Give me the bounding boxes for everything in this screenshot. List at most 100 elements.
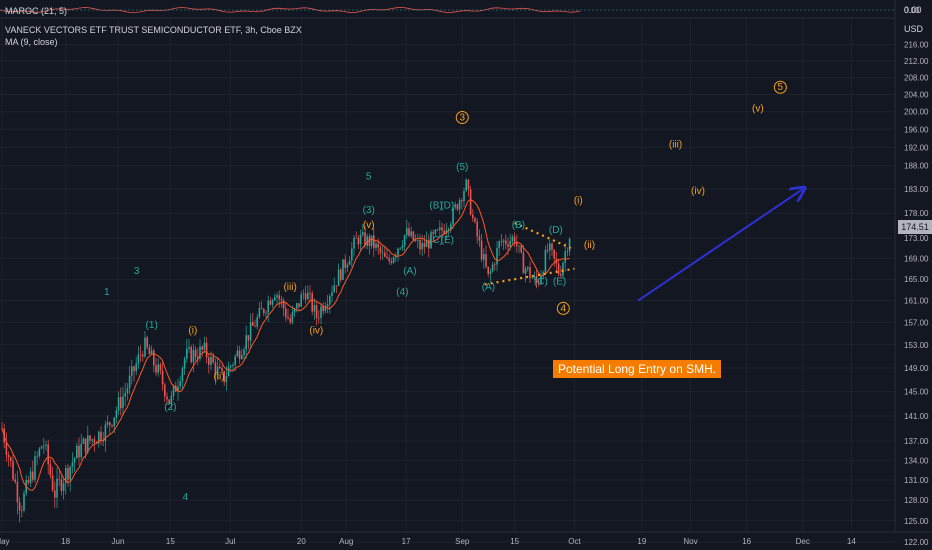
candle-body xyxy=(65,468,67,484)
x-tick-label: 18 xyxy=(61,537,70,546)
y-tick-label: 141.00 xyxy=(904,412,929,421)
candle-body xyxy=(524,268,527,274)
candle-body xyxy=(190,347,192,363)
candle-body xyxy=(421,243,423,250)
candle-body xyxy=(249,321,252,341)
wave-label: (A) xyxy=(403,266,416,277)
candle-body xyxy=(278,295,280,300)
callout-note[interactable]: Potential Long Entry on SMH. xyxy=(553,360,722,378)
x-tick-label: Jul xyxy=(225,537,235,546)
candle-body xyxy=(375,243,377,248)
candle-body xyxy=(219,366,221,369)
candle-body xyxy=(489,271,492,274)
candle-body xyxy=(234,356,236,365)
indicator-legend[interactable]: MAROC (21, 5) xyxy=(5,6,67,16)
candle-body xyxy=(535,276,538,284)
candle-body xyxy=(291,312,294,323)
x-tick-label: Oct xyxy=(568,537,581,546)
candle-body xyxy=(412,231,415,241)
candle-body xyxy=(300,294,302,307)
maroc-indicator xyxy=(0,6,895,14)
candle-body xyxy=(357,237,360,245)
candle-body xyxy=(436,229,439,231)
candle-body xyxy=(16,481,19,503)
candle-body xyxy=(403,235,406,246)
wave-labels: 1 (1) (2) (i) (ii) (iii) (iv) (v) (3) 3 5 4 (4) (A) (B… xyxy=(104,80,787,503)
candle-body xyxy=(84,438,87,453)
candle-body xyxy=(131,366,133,376)
candle-body xyxy=(133,366,135,372)
candle-body xyxy=(344,259,346,268)
candle-body xyxy=(355,237,357,239)
candle-body xyxy=(518,245,520,247)
y-tick-label: 192.00 xyxy=(904,143,929,152)
candle-body xyxy=(463,190,465,202)
candle-body xyxy=(513,236,516,244)
candle-body xyxy=(93,439,96,443)
candle-body xyxy=(557,263,560,275)
ma-legend[interactable]: MA (9, close) xyxy=(5,37,58,47)
candle-body xyxy=(91,439,93,441)
wave-label: (3) xyxy=(363,205,375,216)
candle-body xyxy=(491,264,494,272)
candle-body xyxy=(98,431,100,444)
candle-body xyxy=(456,204,459,210)
indicator-scale-value: 0.00 xyxy=(904,5,922,15)
candle-body xyxy=(322,306,324,312)
candle-body xyxy=(194,349,197,358)
wave-label: 4 xyxy=(183,492,189,503)
wave-label: (D) xyxy=(440,200,454,211)
candle-body xyxy=(366,236,368,246)
wave-label: (C) xyxy=(429,235,443,246)
candle-body xyxy=(483,254,485,260)
last-price-tag: 174.51 xyxy=(898,220,932,234)
candle-body xyxy=(507,244,509,247)
candle-body xyxy=(210,356,212,365)
candle-body xyxy=(76,445,78,459)
candle-body xyxy=(23,493,25,511)
candle-body xyxy=(568,238,571,252)
candle-body xyxy=(333,285,335,293)
x-tick-label: 20 xyxy=(297,537,306,546)
candle-body xyxy=(271,300,274,305)
candle-body xyxy=(111,425,113,427)
candle-body xyxy=(155,365,157,373)
candle-body xyxy=(10,457,12,462)
candle-body xyxy=(146,337,148,348)
candle-body xyxy=(313,305,316,312)
wave-label: (C) xyxy=(534,276,548,287)
candle-body xyxy=(43,445,45,447)
candle-body xyxy=(390,261,393,263)
candle-body xyxy=(318,317,320,319)
wave-label: (iii) xyxy=(669,139,682,150)
symbol-title[interactable]: VANECK VECTORS ETF TRUST SEMICONDUCTOR E… xyxy=(5,25,302,35)
wave-label: (iii) xyxy=(283,282,296,293)
candle-body xyxy=(287,317,289,319)
trendlines xyxy=(484,189,803,302)
candle-body xyxy=(342,259,344,280)
candle-body xyxy=(227,367,230,377)
candle-body xyxy=(216,366,219,375)
wave-label: (4) xyxy=(396,287,408,298)
candle-body xyxy=(533,276,536,278)
candle-body xyxy=(315,305,318,318)
candle-body xyxy=(150,350,153,355)
candle-body xyxy=(29,471,32,483)
candle-body xyxy=(307,292,309,300)
y-tick-label: 200.00 xyxy=(904,108,929,117)
candle-body xyxy=(89,435,91,441)
time-axis[interactable]: May 18 Jun 15 Jul 20 Aug 17 Sep 15 Oct 19 Nov 16 Dec 14 xyxy=(0,537,856,546)
y-tick-label: 212.00 xyxy=(904,57,929,66)
wave-label: (B) xyxy=(429,200,442,211)
candle-body xyxy=(36,455,38,457)
candle-body xyxy=(428,240,430,249)
candle-body xyxy=(522,252,525,274)
candle-body xyxy=(73,458,76,463)
y-tick-label: 0.00 xyxy=(904,6,920,15)
candle-body xyxy=(172,385,175,396)
candle-body xyxy=(62,483,65,492)
x-tick-label: May xyxy=(0,537,10,546)
candle-body xyxy=(71,462,74,467)
price-axis[interactable]: 0.00 216.00 212.00 208.00 204.00 200.00 196.00… xyxy=(904,6,929,547)
